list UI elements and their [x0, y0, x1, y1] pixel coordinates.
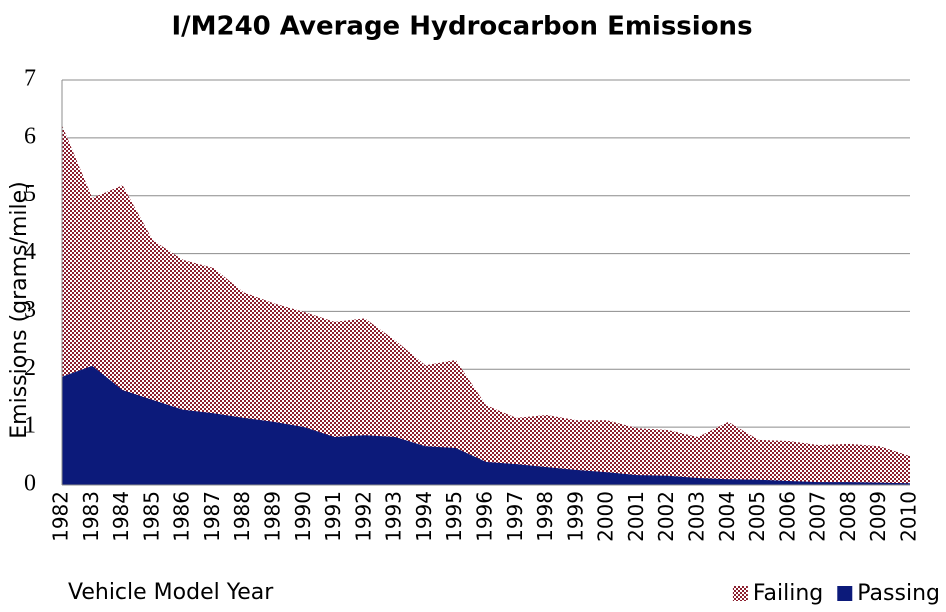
- x-tick-label: 1983: [79, 491, 103, 542]
- y-tick-label: 5: [24, 181, 36, 207]
- legend-swatch: [732, 586, 748, 601]
- x-tick-label: 1987: [200, 491, 224, 542]
- x-tick-label: 2006: [775, 491, 799, 542]
- y-tick-label: 2: [24, 355, 36, 381]
- x-tick-label: 2001: [624, 491, 648, 542]
- y-tick-label: 0: [24, 471, 36, 497]
- x-tick-label: 1994: [412, 491, 436, 542]
- chart-title: I/M240 Average Hydrocarbon Emissions: [171, 12, 752, 42]
- area: [62, 365, 910, 485]
- x-tick-label: 1996: [473, 491, 497, 542]
- x-tick-label: 2003: [685, 491, 709, 542]
- x-tick-label: 2009: [866, 491, 890, 542]
- x-tick-label: 2005: [745, 491, 769, 542]
- x-tick-label: 1991: [321, 491, 345, 542]
- x-tick-label: 1992: [351, 491, 375, 542]
- legend-label: Failing: [753, 581, 823, 606]
- legend-label: Passing: [857, 581, 940, 606]
- x-tick-label: 1997: [503, 491, 527, 542]
- y-tick-label: 6: [24, 123, 36, 149]
- y-tick-label: 4: [24, 239, 36, 265]
- y-tick-label: 7: [24, 66, 36, 92]
- x-tick-label: 1999: [563, 491, 587, 542]
- x-tick-label: 1988: [230, 491, 254, 542]
- x-tick-label: 1993: [382, 491, 406, 542]
- x-tick-label: 1989: [261, 491, 285, 542]
- x-axis-label: Vehicle Model Year: [68, 580, 274, 605]
- x-tick-label: 1982: [49, 491, 73, 542]
- x-tick-label: 1995: [442, 491, 466, 542]
- x-tick-label: 1998: [533, 491, 557, 542]
- y-axis-label: Emissions (grams/mile): [7, 181, 32, 439]
- x-tick-label: 2004: [715, 491, 739, 542]
- x-tick-label: 2008: [836, 491, 860, 542]
- area: [62, 125, 910, 485]
- x-tick-label: 2007: [806, 491, 830, 542]
- y-tick-label: 1: [24, 413, 36, 439]
- x-tick-label: 2002: [654, 491, 678, 542]
- x-tick-label: 1986: [170, 491, 194, 542]
- x-tick-label: 1984: [109, 491, 133, 542]
- x-tick-label: 2000: [594, 491, 618, 542]
- x-tick-label: 1990: [291, 491, 315, 542]
- x-tick-label: 1985: [139, 491, 163, 542]
- legend-swatch: [837, 586, 853, 601]
- x-tick-label: 2010: [897, 491, 921, 542]
- y-tick-label: 3: [24, 297, 36, 323]
